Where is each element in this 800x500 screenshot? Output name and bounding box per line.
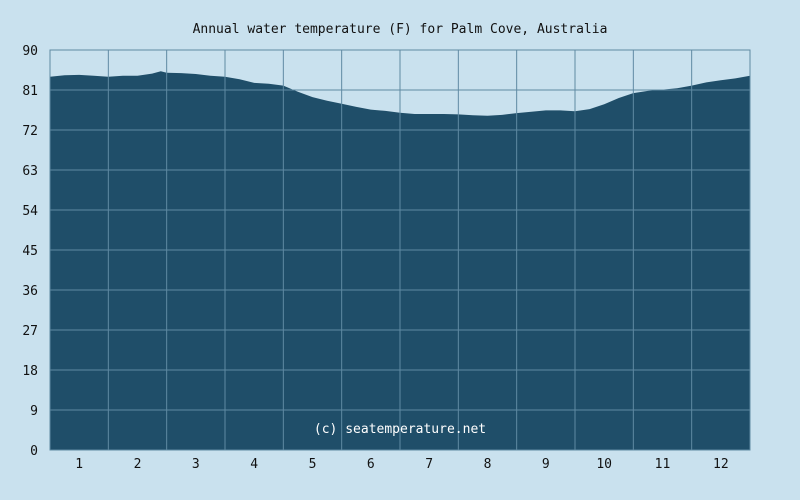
x-tick-label: 2: [134, 457, 142, 472]
x-tick-label: 8: [484, 457, 492, 472]
x-tick-label: 4: [250, 457, 258, 472]
x-tick-label: 6: [367, 457, 375, 472]
chart-title: Annual water temperature (F) for Palm Co…: [193, 22, 608, 37]
x-tick-label: 7: [425, 457, 433, 472]
y-tick-label: 72: [22, 124, 38, 139]
y-tick-label: 63: [22, 164, 38, 179]
x-tick-label: 12: [713, 457, 729, 472]
y-tick-label: 27: [22, 324, 38, 339]
x-tick-label: 3: [192, 457, 200, 472]
y-tick-label: 36: [22, 284, 38, 299]
x-tick-label: 11: [655, 457, 671, 472]
y-tick-label: 54: [22, 204, 38, 219]
x-tick-label: 1: [75, 457, 83, 472]
x-tick-label: 5: [309, 457, 317, 472]
y-tick-label: 18: [22, 364, 38, 379]
y-tick-label: 9: [30, 404, 38, 419]
plot-border: [49, 49, 751, 451]
x-tick-label: 9: [542, 457, 550, 472]
y-tick-label: 0: [30, 444, 38, 459]
y-tick-label: 81: [22, 84, 38, 99]
y-tick-label: 90: [22, 44, 38, 59]
y-tick-label: 45: [22, 244, 38, 259]
x-tick-label: 10: [596, 457, 612, 472]
watermark: (c) seatemperature.net: [314, 422, 486, 437]
grid-layer: [49, 49, 751, 451]
